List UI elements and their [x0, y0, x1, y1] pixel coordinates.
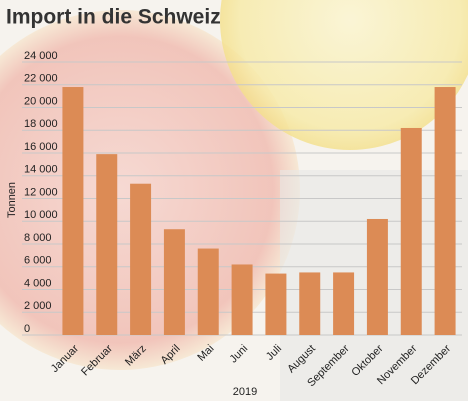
y-tick-label: 4 000	[24, 277, 52, 289]
y-tick-label: 22 000	[24, 73, 58, 85]
y-tick-label: 2 000	[24, 300, 52, 312]
bar	[400, 127, 422, 335]
bar	[299, 272, 321, 335]
bar	[130, 183, 152, 335]
bar	[62, 87, 84, 336]
bar	[366, 218, 388, 335]
y-tick-label: 20 000	[24, 95, 58, 107]
bar	[197, 248, 219, 335]
chart-title: Import in die Schweiz	[6, 6, 221, 29]
y-tick-label: 10 000	[24, 209, 58, 221]
y-tick-label: 18 000	[24, 118, 58, 130]
y-axis-label: Tonnen	[6, 182, 18, 218]
y-tick-label: 12 000	[24, 186, 58, 198]
decor-lemon	[220, 0, 468, 150]
bar	[163, 229, 185, 335]
bar	[333, 272, 355, 335]
y-tick-label: 8 000	[24, 232, 52, 244]
x-axis-label: 2019	[233, 386, 257, 398]
bar	[96, 154, 118, 335]
y-tick-label: 14 000	[24, 164, 58, 176]
y-tick-label: 16 000	[24, 141, 58, 153]
y-tick-label: 24 000	[24, 50, 58, 62]
bar	[434, 87, 456, 336]
y-tick-label: 6 000	[24, 255, 52, 267]
bar	[231, 264, 253, 335]
bar	[265, 273, 287, 335]
y-tick-label: 0	[24, 323, 30, 335]
